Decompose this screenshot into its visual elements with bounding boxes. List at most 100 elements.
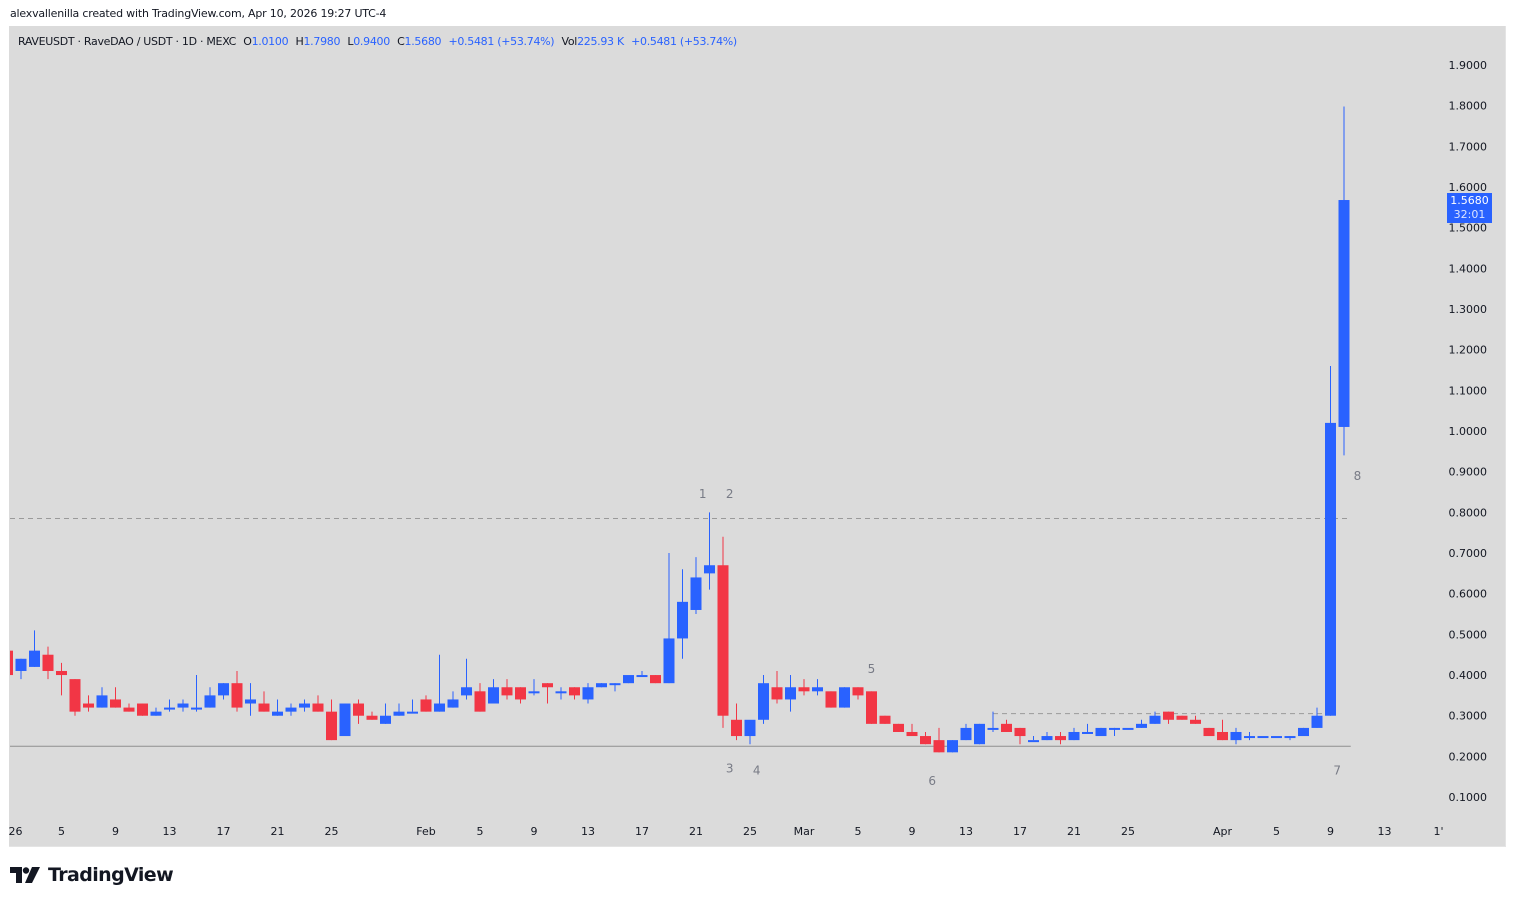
- candle-bullish[interactable]: [1284, 736, 1296, 739]
- candle-bullish[interactable]: [1095, 727, 1107, 737]
- candle-bullish[interactable]: [1068, 731, 1080, 741]
- candle-bearish[interactable]: [1055, 736, 1066, 741]
- candle-bullish[interactable]: [744, 719, 756, 737]
- candle-bearish[interactable]: [569, 687, 580, 696]
- candle-bullish[interactable]: [461, 687, 472, 696]
- candle-bullish[interactable]: [1041, 736, 1053, 741]
- candle-bearish[interactable]: [852, 687, 864, 696]
- candle-bullish[interactable]: [488, 687, 499, 704]
- candle-bearish[interactable]: [326, 711, 337, 741]
- candle-bearish[interactable]: [366, 715, 378, 720]
- candle-bullish[interactable]: [1136, 723, 1147, 728]
- candle-bullish[interactable]: [29, 650, 40, 667]
- candle-bearish[interactable]: [906, 731, 918, 737]
- candle-bearish[interactable]: [258, 703, 270, 712]
- candle-bullish[interactable]: [555, 691, 567, 694]
- candle-bearish[interactable]: [1014, 727, 1026, 737]
- candle-bullish[interactable]: [150, 711, 162, 716]
- candle-bearish[interactable]: [717, 565, 729, 716]
- candle-bullish[interactable]: [96, 695, 108, 708]
- candle-bullish[interactable]: [285, 707, 297, 712]
- candle-bullish[interactable]: [245, 699, 256, 704]
- candle-bearish[interactable]: [137, 703, 148, 716]
- candle-bullish[interactable]: [15, 658, 27, 671]
- candle-bullish[interactable]: [987, 727, 999, 730]
- candle-bearish[interactable]: [1190, 719, 1201, 724]
- candle-bullish[interactable]: [528, 691, 540, 694]
- candle-bullish[interactable]: [974, 723, 985, 745]
- candle-bearish[interactable]: [420, 699, 432, 712]
- candle-bullish[interactable]: [164, 707, 175, 710]
- candle-bullish[interactable]: [1230, 731, 1242, 741]
- candle-bearish[interactable]: [825, 691, 837, 708]
- candle-bullish[interactable]: [299, 703, 310, 708]
- candle-bullish[interactable]: [1338, 200, 1350, 427]
- candle-bullish[interactable]: [785, 687, 796, 700]
- candle-bearish[interactable]: [123, 707, 135, 712]
- candle-bearish[interactable]: [2, 650, 13, 676]
- candle-bearish[interactable]: [650, 675, 661, 684]
- candle-bullish[interactable]: [1325, 422, 1336, 716]
- candle-bullish[interactable]: [1082, 731, 1093, 734]
- symbol-title[interactable]: RAVEUSDT · RaveDAO / USDT · 1D · MEXC: [18, 35, 237, 48]
- candle-bearish[interactable]: [731, 719, 742, 737]
- candle-bearish[interactable]: [771, 687, 783, 700]
- candle-bullish[interactable]: [839, 687, 850, 708]
- candle-bullish[interactable]: [1122, 727, 1134, 730]
- candle-bullish[interactable]: [663, 638, 675, 684]
- candle-bullish[interactable]: [177, 703, 189, 708]
- candle-bearish[interactable]: [1001, 723, 1012, 732]
- candle-bullish[interactable]: [272, 711, 283, 716]
- candle-bullish[interactable]: [690, 577, 702, 610]
- candle-bullish[interactable]: [609, 683, 621, 686]
- candle-bullish[interactable]: [434, 703, 445, 712]
- candle-bullish[interactable]: [339, 703, 351, 737]
- candle-bullish[interactable]: [596, 683, 607, 688]
- candle-bullish[interactable]: [623, 675, 634, 684]
- candle-bullish[interactable]: [1028, 740, 1039, 743]
- candle-bearish[interactable]: [515, 687, 526, 700]
- candle-bullish[interactable]: [1311, 715, 1323, 728]
- candle-bearish[interactable]: [110, 699, 121, 708]
- candle-bullish[interactable]: [393, 711, 405, 716]
- candle-bearish[interactable]: [474, 691, 486, 712]
- candle-bullish[interactable]: [1149, 715, 1161, 724]
- candle-bearish[interactable]: [1176, 715, 1188, 720]
- candle-bearish[interactable]: [69, 679, 81, 712]
- candle-bullish[interactable]: [191, 707, 202, 710]
- candle-bearish[interactable]: [42, 654, 54, 671]
- candle-bullish[interactable]: [960, 727, 972, 741]
- candle-bearish[interactable]: [542, 683, 553, 688]
- candle-bearish[interactable]: [83, 703, 94, 708]
- candle-bullish[interactable]: [204, 695, 216, 708]
- candle-bearish[interactable]: [501, 687, 513, 696]
- candle-bearish[interactable]: [933, 740, 945, 753]
- candle-bullish[interactable]: [1271, 736, 1282, 739]
- candle-bullish[interactable]: [582, 687, 594, 700]
- candle-bullish[interactable]: [677, 601, 688, 639]
- candle-bullish[interactable]: [447, 699, 459, 708]
- candle-bullish[interactable]: [380, 715, 391, 724]
- candle-bullish[interactable]: [947, 740, 958, 753]
- candle-bearish[interactable]: [879, 715, 891, 724]
- candle-bearish[interactable]: [1163, 711, 1174, 720]
- candle-bullish[interactable]: [407, 711, 418, 714]
- candle-bearish[interactable]: [56, 670, 67, 676]
- candle-bearish[interactable]: [353, 703, 364, 716]
- candle-bullish[interactable]: [704, 565, 715, 574]
- candle-bearish[interactable]: [798, 687, 810, 692]
- candle-bullish[interactable]: [758, 683, 769, 720]
- tradingview-logo[interactable]: TradingView: [10, 864, 174, 886]
- candle-bearish[interactable]: [866, 691, 877, 724]
- candle-bearish[interactable]: [312, 703, 324, 712]
- candle-bullish[interactable]: [1244, 736, 1255, 739]
- candle-bullish[interactable]: [636, 675, 648, 678]
- candle-bullish[interactable]: [218, 683, 229, 696]
- candle-bullish[interactable]: [1109, 727, 1120, 730]
- candle-bullish[interactable]: [1298, 727, 1309, 737]
- candle-bearish[interactable]: [893, 723, 904, 732]
- candle-bearish[interactable]: [1203, 727, 1215, 737]
- candle-bullish[interactable]: [812, 687, 823, 692]
- candle-bullish[interactable]: [1257, 736, 1269, 739]
